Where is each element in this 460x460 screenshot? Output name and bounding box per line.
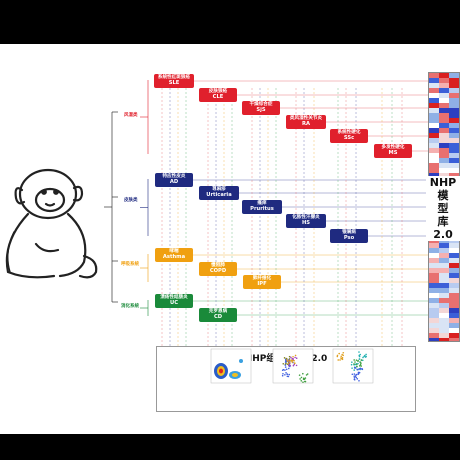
disease-box-uc: 溃疡性结肠炎 UC xyxy=(155,294,193,308)
umap-thumbnail-2 xyxy=(332,348,374,384)
disease-cn-label: 慢阻肺 xyxy=(211,263,225,269)
model-label-line: 库 xyxy=(437,215,449,228)
category-label-digestive: 消化系统 xyxy=(121,304,139,309)
disease-box-cle: 皮肤狼疮 CLE xyxy=(199,88,237,102)
category-label-respiratory: 呼吸系统 xyxy=(121,262,139,267)
disease-box-asthma: 哮喘 Asthma xyxy=(155,248,193,262)
disease-box-ipf: 肺纤维化 IPF xyxy=(243,275,281,289)
disease-en-label: SSc xyxy=(343,134,355,141)
disease-en-label: Pruritus xyxy=(250,205,274,212)
disease-en-label: SLE xyxy=(168,79,180,86)
disease-cn-label: 肺纤维化 xyxy=(252,276,272,282)
diagram-panel: 风湿类 皮肤类 呼吸系统 消化系统 系统性红斑狼疮 SLE 皮肤狼疮 CLE 干燥综… xyxy=(0,44,460,434)
disease-cn-label: 化脓性汗腺炎 xyxy=(292,215,320,221)
disease-box-pso: 银屑病 Pso xyxy=(330,229,368,243)
disease-en-label: Pso xyxy=(343,234,355,241)
disease-box-ssc: 系统性硬化 SSc xyxy=(330,129,368,143)
disease-box-ad: 特应性皮炎 AD xyxy=(155,173,193,187)
disease-cn-label: 溃疡性结肠炎 xyxy=(160,295,188,301)
model-label-line: 2.0 xyxy=(433,228,453,241)
disease-en-label: CD xyxy=(213,313,223,320)
disease-en-label: UC xyxy=(169,299,179,306)
model-label-line: 模 xyxy=(437,189,449,202)
disease-en-label: COPD xyxy=(209,267,227,274)
disease-cn-label: 荨麻疹 xyxy=(212,187,226,193)
flow-cytometry-thumbnail xyxy=(210,348,252,384)
disease-box-sle: 系统性红斑狼疮 SLE xyxy=(154,74,194,88)
model-label-line: 型 xyxy=(437,202,449,215)
disease-box-ra: 类风湿性关节炎 RA xyxy=(286,115,326,129)
disease-cn-label: 干燥综合症 xyxy=(249,102,273,108)
disease-en-label: Urticaria xyxy=(206,191,232,198)
category-label-skin: 皮肤类 xyxy=(124,198,138,203)
disease-en-label: MS xyxy=(388,149,398,156)
nhp-model-library-label: NHP 模型库 2.0 xyxy=(426,176,460,241)
disease-en-label: SjS xyxy=(256,106,266,113)
disease-en-label: RA xyxy=(301,120,310,127)
disease-box-copd: 慢阻肺 COPD xyxy=(199,262,237,276)
disease-cn-label: 皮肤狼疮 xyxy=(208,89,228,95)
disease-cn-label: 系统性红斑狼疮 xyxy=(157,75,191,81)
disease-en-label: HS xyxy=(301,219,311,226)
disease-en-label: IPF xyxy=(257,280,267,287)
model-label-line: NHP xyxy=(429,176,457,189)
disease-box-cd: 克罗恩病 CD xyxy=(199,308,237,322)
disease-cn-label: 瘙痒 xyxy=(257,201,267,207)
disease-box-hs: 化脓性汗腺炎 HS xyxy=(286,214,326,228)
connector-lines xyxy=(104,80,428,346)
disease-en-label: Asthma xyxy=(162,253,186,260)
disease-cn-label: 类风湿性关节炎 xyxy=(289,116,323,122)
disease-box-sjs: 干燥综合症 SjS xyxy=(242,101,280,115)
disease-en-label: AD xyxy=(169,178,179,185)
umap-thumbnail-1 xyxy=(272,348,314,384)
disease-cn-label: 银屑病 xyxy=(342,230,356,236)
disease-box-ms: 多发性硬化 MS xyxy=(374,144,412,158)
omics-database-box: NHP组学数据库2.0 xyxy=(156,346,416,412)
monkey-illustration xyxy=(5,168,98,279)
disease-en-label: CLE xyxy=(212,93,224,100)
disease-cn-label: 系统性硬化 xyxy=(337,130,361,136)
category-label-rheumatic: 风湿类 xyxy=(124,113,138,118)
disease-cn-label: 特应性皮炎 xyxy=(162,174,186,180)
disease-cn-label: 多发性硬化 xyxy=(381,145,405,151)
disease-box-urticaria: 荨麻疹 Urticaria xyxy=(199,186,239,200)
disease-box-pruritus: 瘙痒 Pruritus xyxy=(242,200,282,214)
disease-cn-label: 克罗恩病 xyxy=(208,309,228,315)
disease-cn-label: 哮喘 xyxy=(169,249,179,255)
